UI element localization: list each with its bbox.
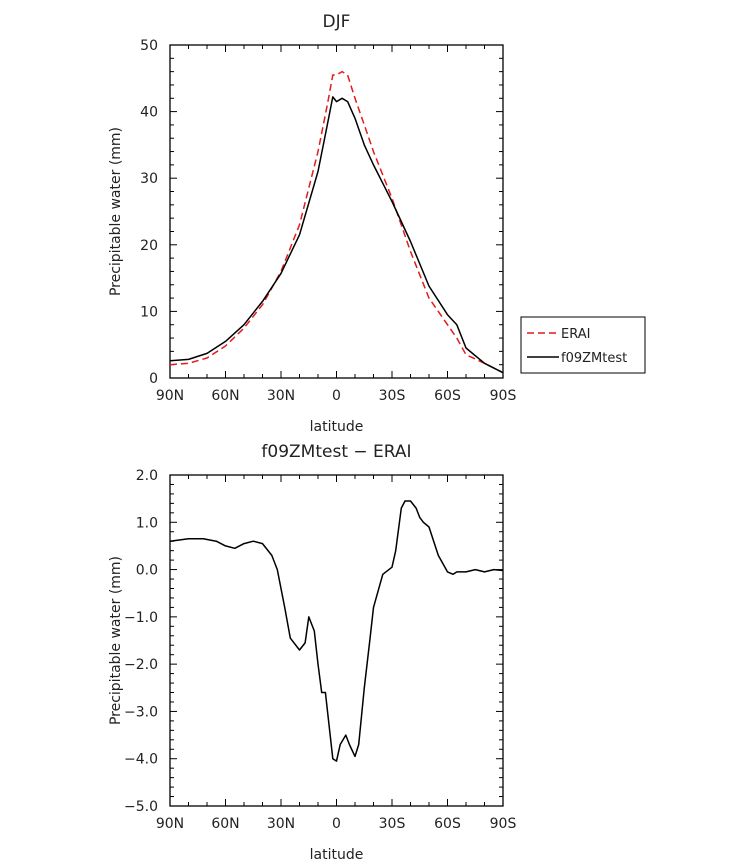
legend-box [520,316,646,374]
x-tick-label: 0 [332,816,341,832]
y-tick-label: −3.0 [124,704,158,720]
y-tick-label: 40 [140,105,158,121]
y-tick-label: −1.0 [124,610,158,626]
y-tick-label: 20 [140,238,158,254]
y-tick-label: −5.0 [124,799,158,815]
series-line-difference [169,500,504,762]
y-tick-label: −4.0 [124,752,158,768]
y-tick-label: 0.0 [136,563,158,579]
y-axis-label: Precipitable water (mm) [108,556,124,725]
series-line-erai [169,70,504,374]
chart-title: f09ZMtest − ERAI [261,442,411,462]
x-axis-label: latitude [310,419,364,435]
x-tick-label: 30S [379,816,406,832]
chart-title: DJF [323,12,351,32]
series-line-f09zmtest [169,96,504,374]
y-tick-label: 10 [140,304,158,320]
x-tick-label: 60S [434,388,461,404]
chart-panel-1: DJF 90N 60N 30N 0 30S 60S 90S 0 10 20 30 40 50 latitud… [108,12,646,435]
legend-label: ERAI [561,327,590,342]
y-tick-label: −2.0 [124,657,158,673]
legend: ERAI f09ZMtest [520,316,646,374]
x-tick-label: 90S [490,388,517,404]
x-tick-label: 60N [211,388,239,404]
x-tick-label: 90N [156,388,184,404]
y-tick-label: 50 [140,38,158,54]
x-tick-label: 0 [332,388,341,404]
x-tick-label: 30N [267,816,295,832]
y-tick-label: 2.0 [136,468,158,484]
plot-frame [169,474,504,807]
x-axis-label: latitude [310,847,364,863]
chart-panel-2: f09ZMtest − ERAI 90N 60N 30N 0 30S 60S 90S −5.0 −… [108,442,516,863]
x-tick-label: 90N [156,816,184,832]
legend-label: f09ZMtest [561,351,627,366]
y-axis-label: Precipitable water (mm) [108,127,124,296]
y-tick-label: 1.0 [136,515,158,531]
y-tick-label: 0 [149,371,158,387]
x-tick-label: 30S [379,388,406,404]
y-tick-label: 30 [140,171,158,187]
x-tick-label: 60N [211,816,239,832]
x-tick-label: 30N [267,388,295,404]
x-tick-label: 60S [434,816,461,832]
plot-frame [169,44,504,379]
x-tick-label: 90S [490,816,517,832]
